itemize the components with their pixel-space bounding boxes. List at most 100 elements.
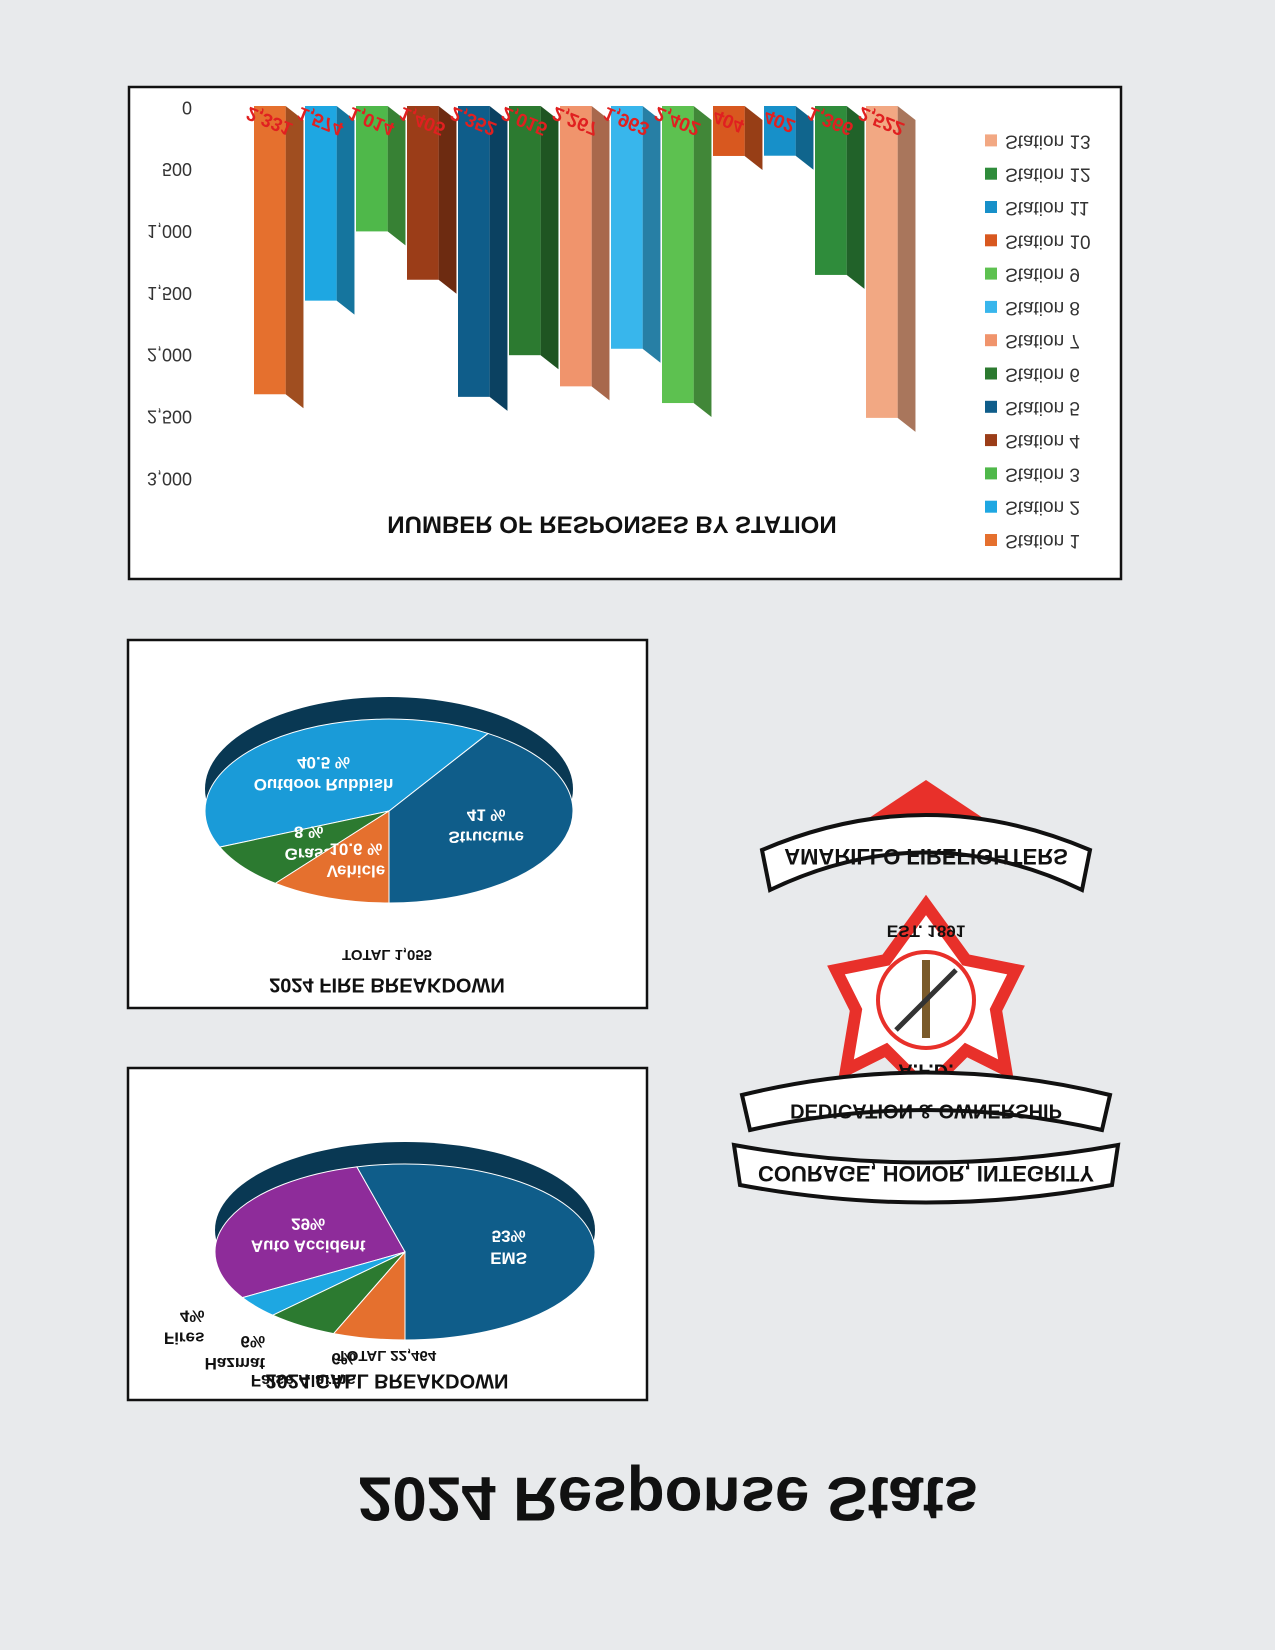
- legend-swatch: [985, 201, 997, 213]
- legend-label: Station 11: [1005, 197, 1089, 218]
- slice-value: 53%: [492, 1226, 526, 1245]
- legend-label: Station 9: [1005, 264, 1080, 285]
- slice-label: EMS: [490, 1248, 527, 1267]
- legend-label: Station 1: [1005, 530, 1080, 551]
- slice-label: False Alarms: [251, 1371, 356, 1390]
- legend-swatch: [985, 534, 997, 546]
- bar-depth: [438, 106, 457, 294]
- flipped-page: 2024 Response Stats AMARILLO FIREFIGHTER…: [126, 85, 1123, 1533]
- bar-depth: [591, 106, 610, 401]
- slice-label: Fires: [164, 1329, 205, 1348]
- pie-slice: [356, 1163, 596, 1341]
- legend-swatch: [985, 467, 997, 480]
- pie-slice: [274, 810, 390, 904]
- slice-value: 8 %: [294, 822, 323, 841]
- slice-value: 6%: [240, 1332, 265, 1351]
- bar-depth: [795, 106, 814, 170]
- bar-depth: [489, 106, 508, 411]
- legend-swatch: [985, 334, 997, 347]
- bar-depth: [693, 106, 712, 418]
- logo-roof: [866, 780, 986, 820]
- legend-label: Station 8: [1005, 297, 1080, 318]
- bar-depth: [387, 106, 406, 246]
- slice-value: 4%: [180, 1307, 205, 1326]
- legend-swatch: [985, 434, 997, 447]
- legend-label: Station 13: [1005, 130, 1091, 151]
- bar: [560, 106, 592, 387]
- chart-subtitle: TOTAL 1,055: [342, 946, 432, 963]
- logo-banner: [759, 813, 1093, 893]
- pie-slice: [388, 732, 574, 904]
- y-tick-label: 2,000: [147, 345, 192, 365]
- bar-depth: [846, 106, 865, 289]
- bar: [815, 106, 847, 275]
- bar-depth: [897, 106, 916, 432]
- legend-label: Station 12: [1005, 164, 1091, 185]
- bar: [356, 106, 388, 232]
- slice-value: 40.5 %: [297, 753, 350, 772]
- legend-swatch: [985, 367, 997, 380]
- slice-label: Vehicle: [327, 861, 386, 880]
- legend-swatch: [985, 134, 997, 147]
- bar: [713, 106, 745, 156]
- y-tick-label: 2,500: [147, 406, 192, 426]
- legend-label: Station 2: [1005, 497, 1080, 518]
- legend-label: Station 5: [1005, 397, 1080, 418]
- y-tick-label: 3,000: [147, 468, 192, 488]
- slice-value: 10.6 %: [329, 839, 382, 858]
- page-title: 2024 Response Stats: [358, 1464, 978, 1533]
- legend-swatch: [985, 300, 997, 313]
- chart-subtitle: TOTAL 22,464: [338, 1347, 437, 1364]
- bar: [866, 106, 898, 418]
- slice-label: Outdoor Rubbish: [254, 775, 394, 794]
- logo-ladder: [894, 968, 958, 1032]
- legend-swatch: [985, 500, 997, 513]
- legend-label: Station 3: [1005, 463, 1080, 484]
- legend-label: Station 6: [1005, 363, 1080, 384]
- slice-label: Hazmat: [205, 1354, 266, 1373]
- bar: [764, 106, 796, 156]
- bar: [407, 106, 439, 280]
- bar: [458, 106, 490, 397]
- y-tick-label: 0: [182, 97, 192, 117]
- slice-label: Structure: [448, 828, 524, 847]
- legend-swatch: [985, 400, 997, 413]
- bar-depth: [744, 106, 763, 170]
- chart-title: NUMBER OF RESPONSES BY STATION: [387, 511, 836, 538]
- pie-slice: [204, 718, 490, 848]
- legend-label: Station 7: [1005, 330, 1080, 351]
- logo-text: AMARILLO FIREFIGHTERS: [784, 844, 1068, 869]
- slice-value: 29%: [291, 1214, 325, 1233]
- logo: AMARILLO FIREFIGHTERS EST. 1891 A.F.D. D…: [731, 780, 1121, 1205]
- bar-depth: [642, 106, 661, 363]
- y-tick-label: 500: [162, 159, 192, 179]
- legend-swatch: [985, 167, 997, 180]
- pie-slice: [332, 1250, 406, 1341]
- legend-label: Station 10: [1005, 230, 1091, 251]
- pie-slice: [218, 810, 390, 884]
- slice-value: 6%: [331, 1349, 356, 1368]
- slice-value: 41 %: [467, 806, 506, 825]
- legend-swatch: [985, 267, 997, 280]
- logo-banner: [731, 1142, 1121, 1205]
- bar-depth: [285, 106, 304, 409]
- bar: [662, 106, 694, 404]
- y-tick-label: 1,000: [147, 221, 192, 241]
- bar: [254, 106, 286, 395]
- logo-text: EST. 1891: [887, 922, 965, 941]
- chart-title: 2024 CALL BREAKDOWN: [266, 1370, 509, 1392]
- chart-title: 2024 FIRE BREAKDOWN: [269, 974, 505, 996]
- legend-label: Station 4: [1005, 430, 1080, 451]
- slice-label: Auto Accident: [251, 1236, 366, 1255]
- logo-text: DEDICATION & OWNERSHIP: [790, 1100, 1062, 1122]
- bar: [305, 106, 337, 301]
- bar-depth: [336, 106, 355, 315]
- logo-text: COURAGE, HONOR, INTEGRITY: [758, 1161, 1094, 1186]
- logo-banner: [739, 1070, 1113, 1133]
- bar: [611, 106, 643, 349]
- bar: [509, 106, 541, 356]
- bar-depth: [540, 106, 559, 370]
- legend-swatch: [985, 234, 997, 247]
- y-tick-label: 1,500: [147, 283, 192, 303]
